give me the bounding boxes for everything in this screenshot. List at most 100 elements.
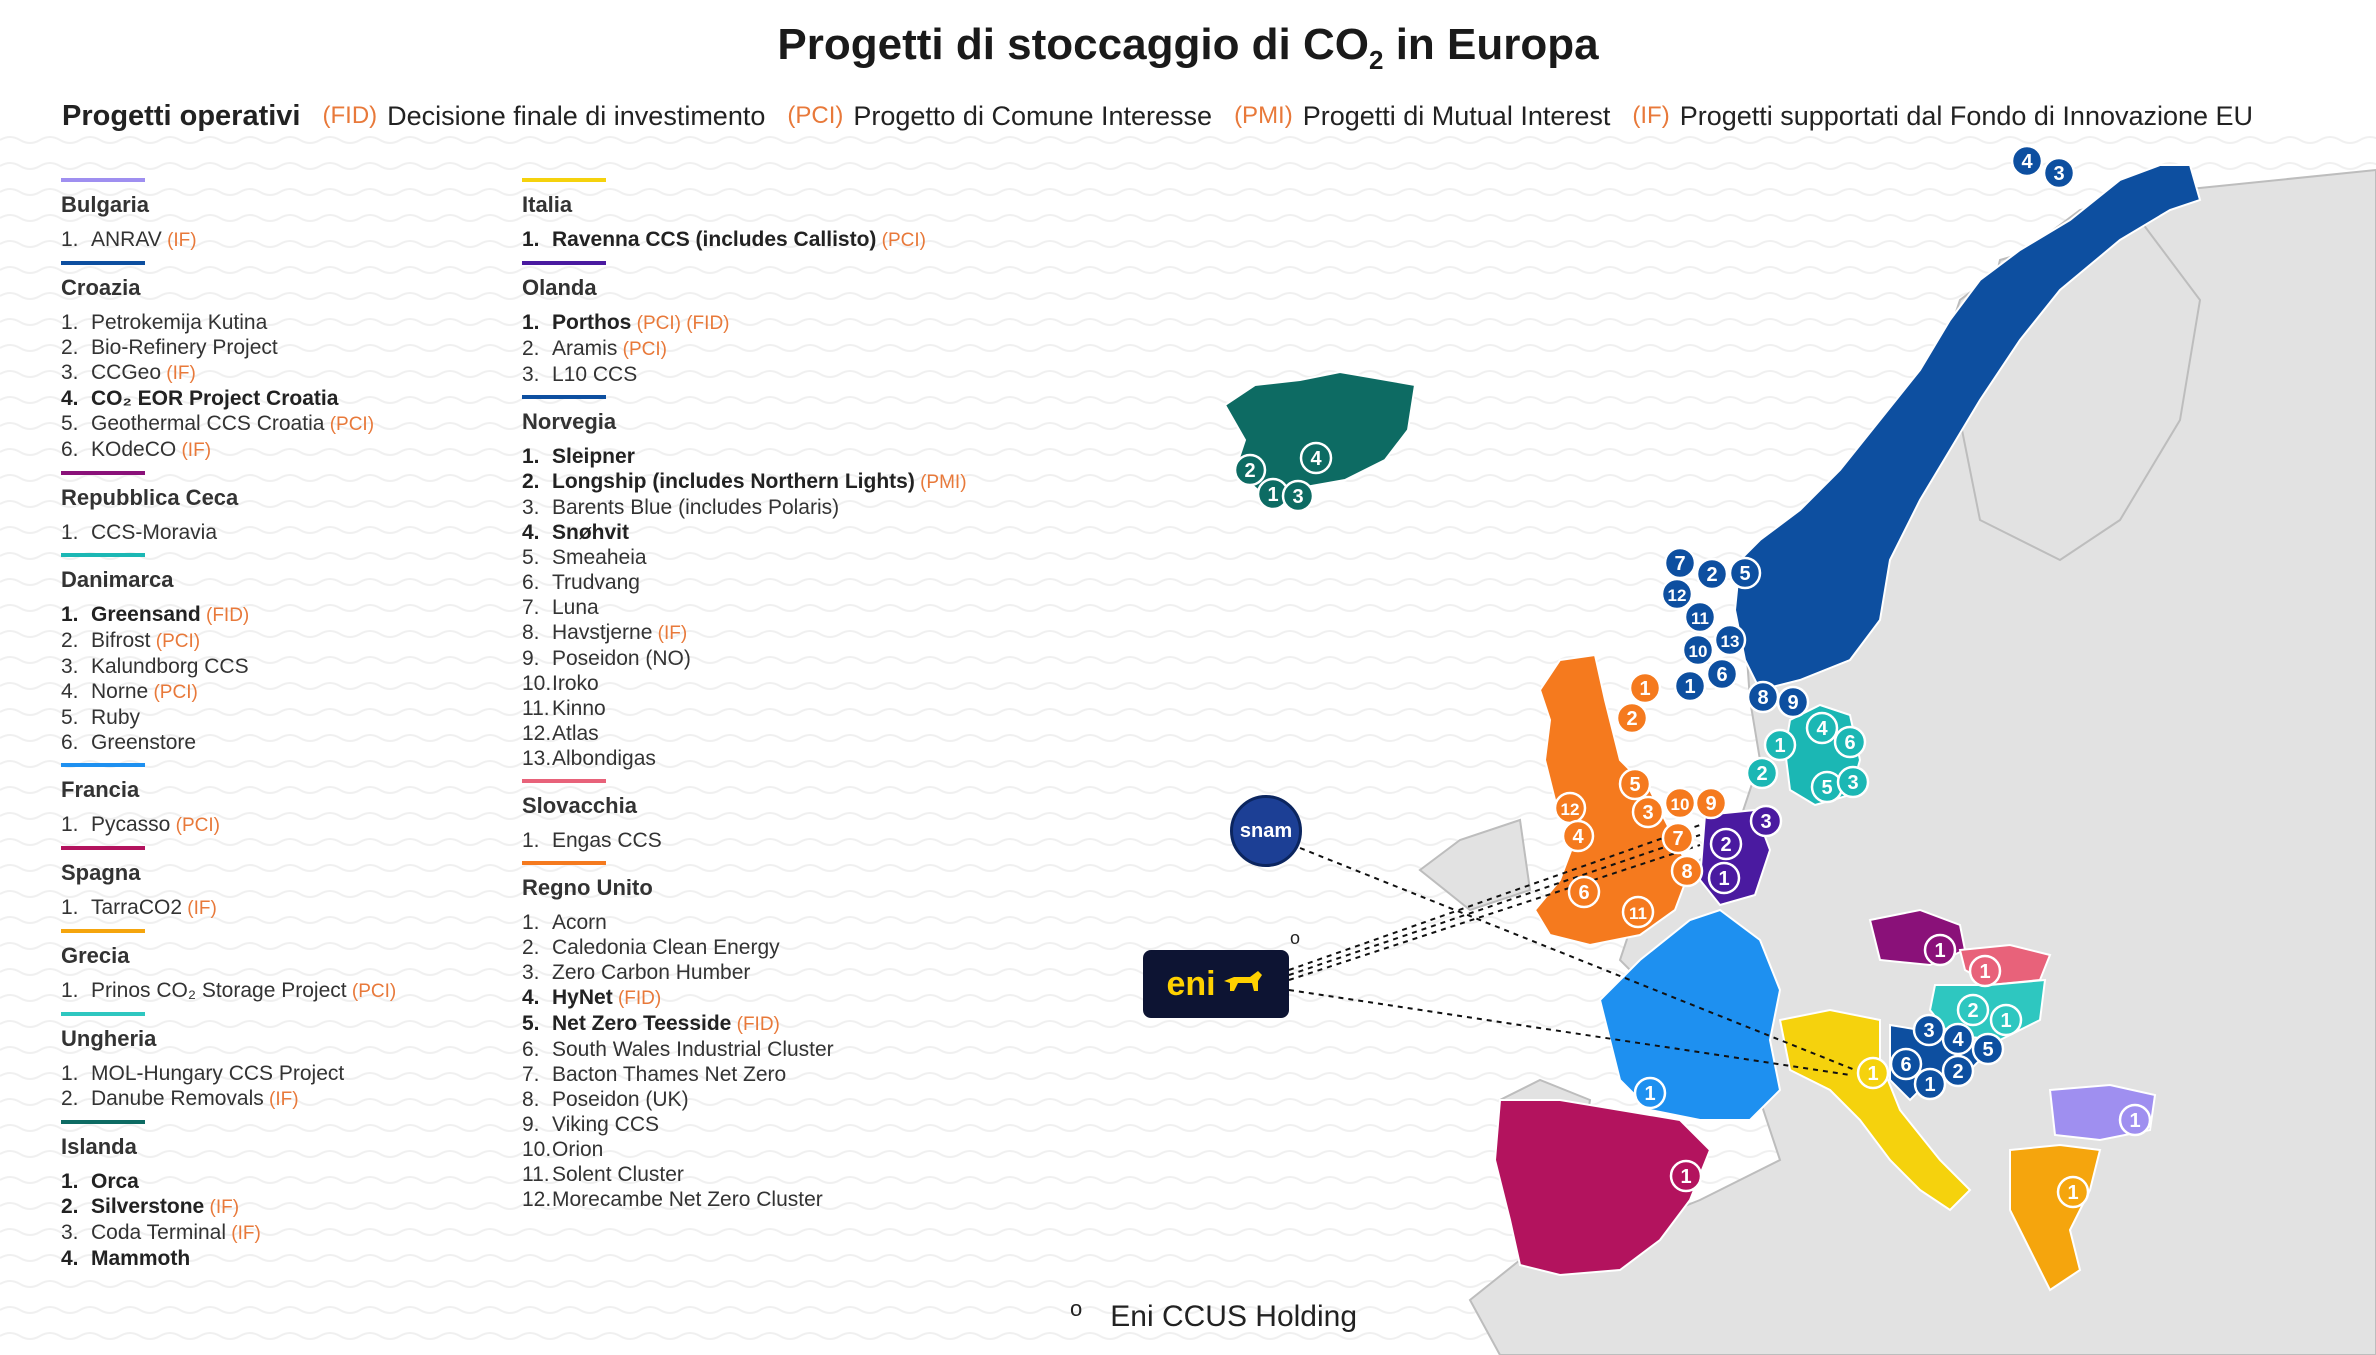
project-item: 5. Smeaheia [522,545,992,570]
project-list: 1. Orca 2. Silverstone (IF) 3. Coda Terminal … [61,1169,531,1271]
project-number: 5. [522,546,540,569]
map-marker: 6 [1833,725,1867,759]
project-item: 3. Coda Terminal (IF) [61,1220,531,1246]
project-name: Viking CCS [552,1113,659,1136]
map-marker: 3 [1281,479,1315,513]
project-item: 3. L10 CCS [522,362,992,387]
project-list: 1. TarraCO2 (IF) [61,895,531,921]
map-marker-circle [1749,804,1783,838]
project-item: 10.Iroko [522,671,992,696]
project-name: Bacton Thames Net Zero [552,1063,787,1086]
project-name: Trudvang [552,571,640,594]
country-name: Regno Unito [522,875,653,900]
project-item: 4. HyNet (FID) [522,985,992,1011]
map-marker-circle [1561,819,1595,853]
map-marker: 4 [1299,441,1333,475]
project-tag: (PCI) [150,631,201,652]
project-number: 7. [522,1063,540,1086]
map-marker-label: 7 [1674,553,1685,575]
map-marker-circle [1941,1054,1975,1088]
map-marker-circle [2042,156,2076,190]
map-marker-circle [1805,711,1839,745]
country-group: Ungheria 1. MOL-Hungary CCS Project 2. Danub… [61,1012,531,1112]
map-marker: 5 [1810,770,1844,804]
project-item: 6. KOdeCO (IF) [61,437,531,463]
country-group: Spagna 1. TarraCO2 (IF) [61,846,531,921]
project-name: Pycasso [91,813,171,836]
project-list: 1. Petrokemija Kutina 2. Bio-Refinery Proje… [61,310,531,463]
project-name: Atlas [552,722,599,745]
project-number: 12. [522,722,552,745]
project-item: 2. Silverstone (IF) [61,1194,531,1220]
map-marker: 3 [1836,765,1870,799]
project-number: 8. [522,1088,540,1111]
map-marker-label: 6 [1716,664,1727,686]
map-marker-label: 11 [1629,904,1647,923]
project-number: 3. [61,655,79,678]
project-name: Bio-Refinery Project [91,336,278,359]
country-name: Spagna [61,860,141,885]
country-name: Bulgaria [61,192,150,217]
legend-desc-fid: Decisione finale di investimento [387,100,766,131]
project-item: 7. Luna [522,595,992,620]
map-marker-circle [1923,933,1957,967]
map-marker: 10 [1663,786,1697,820]
project-name: Kinno [552,697,606,720]
project-name: Solent Cluster [552,1163,684,1186]
project-item: 9. Poseidon (NO) [522,646,992,671]
project-name: Greensand [91,603,201,626]
map-marker-label: 11 [1691,609,1709,628]
project-item: 1. Engas CCS [522,828,992,853]
project-item: 11. Kinno [522,696,992,721]
project-list: 1. MOL-Hungary CCS Project 2. Danube Remova… [61,1061,531,1112]
map-marker-label: 6 [1844,732,1855,754]
project-name: L10 CCS [552,363,638,386]
project-tag: (IF) [176,440,212,461]
project-name: Caledonia Clean Energy [552,936,780,959]
map-marker: 9 [1694,786,1728,820]
country-group: Islanda 1. Orca 2. Silverstone (IF) 3. Coda Te… [61,1120,531,1271]
project-number: 1. [61,896,79,919]
project-number: 4. [61,1247,79,1270]
project-name: Sleipner [552,445,635,468]
project-number: 6. [61,731,79,754]
project-number: 12. [522,1188,552,1211]
project-number: 9. [522,647,540,670]
map-marker-circle [1956,993,1990,1027]
map-marker-circle [1833,725,1867,759]
project-name: Norne [91,680,149,703]
map-marker-circle [1889,1047,1923,1081]
project-name: Petrokemija Kutina [91,311,268,334]
project-item: 9. Viking CCS [522,1112,992,1137]
project-name: Engas CCS [552,829,662,852]
map-marker-circle [2056,1175,2090,1209]
project-item: 1. Pycasso (PCI) [61,812,531,838]
map-marker-label: 4 [1572,826,1584,848]
project-name: Silverstone [91,1195,205,1218]
project-number: 1. [522,228,540,251]
map-marker: 6 [1567,875,1601,909]
country-spagna [1493,1099,1712,1277]
project-number: 11. [522,697,550,720]
project-tag: (FID) [200,605,250,626]
project-name: Havstjerne [552,621,653,644]
map-marker-circle [1663,546,1697,580]
map-marker-label: 3 [1847,772,1858,794]
map-marker-circle [1776,685,1810,719]
map-marker-label: 4 [1310,448,1322,470]
project-item: 1. Prinos CO₂ Storage Project (PCI) [61,978,531,1004]
map-marker-circle [1836,765,1870,799]
country-name: Repubblica Ceca [61,485,239,510]
map-marker: 4 [1561,819,1595,853]
eni-ccus-mark: o [1290,928,1301,948]
project-list: 1. Ravenna CCS (includes Callisto) (PCI) [522,227,992,253]
map-marker-circle [2010,144,2044,178]
project-number: 1. [522,911,540,934]
country-group: Danimarca 1. Greensand (FID) 2. Bifrost (PCI… [61,553,531,755]
map-marker-label: 2 [1756,763,1767,785]
map-marker-circle [1669,1159,1703,1193]
map-marker-label: 2 [1720,834,1731,856]
project-number: 6. [522,1038,540,1061]
six-legged-dog-icon [1223,971,1262,991]
map-marker: 1 [2118,1103,2152,1137]
